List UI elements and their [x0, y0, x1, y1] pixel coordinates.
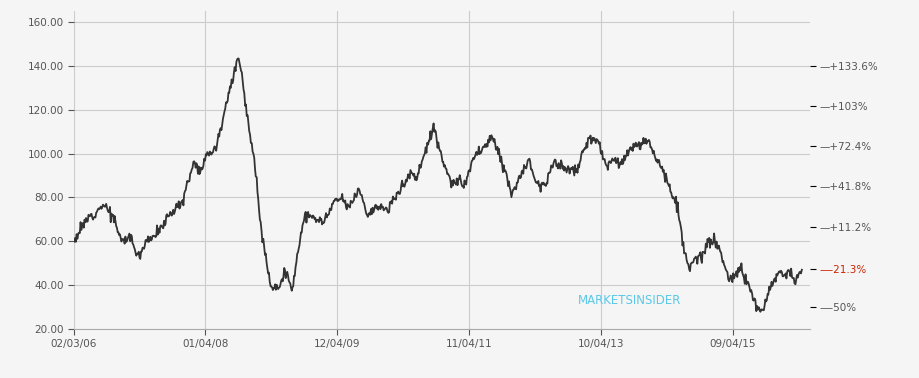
Text: MARKETSINSIDER: MARKETSINSIDER — [577, 294, 680, 307]
